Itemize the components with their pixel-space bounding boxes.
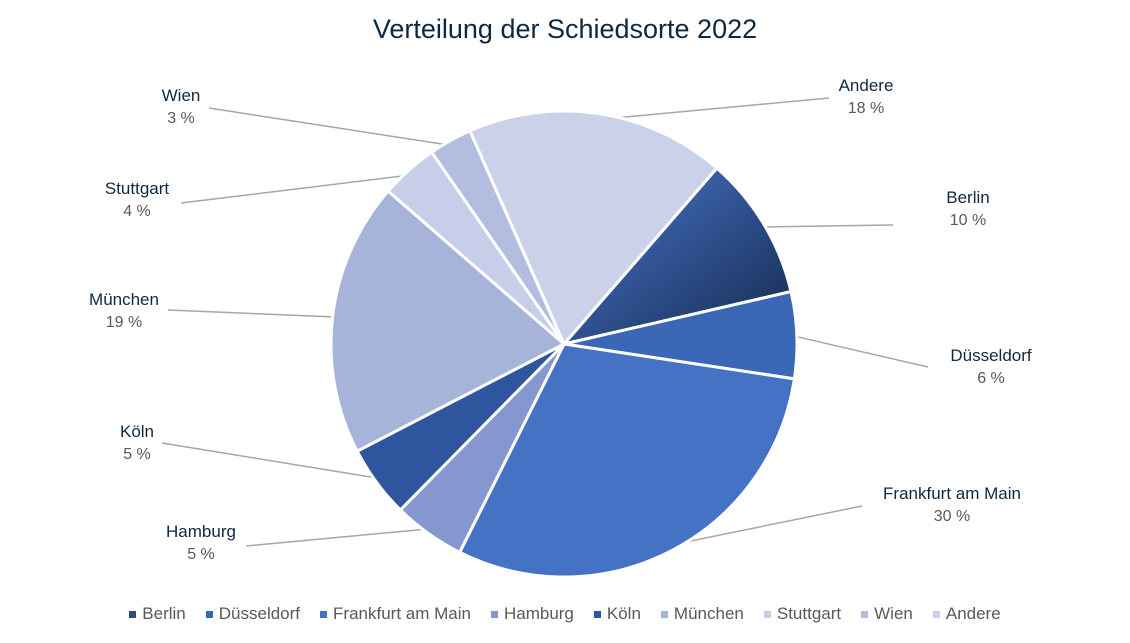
leader-line <box>208 107 454 147</box>
slice-label: Frankfurt am Main 30 % <box>883 484 1021 525</box>
legend: Berlin Düsseldorf Frankfurt am Main Hamburg… <box>0 604 1130 624</box>
legend-label: Wien <box>874 604 913 623</box>
slice-label: Stuttgart 4 % <box>105 179 170 220</box>
leader-line <box>597 97 830 121</box>
slice-category-label: Hamburg <box>166 522 236 541</box>
legend-swatch <box>861 610 869 618</box>
leader-lines <box>161 97 929 547</box>
legend-item: Düsseldorf <box>205 604 301 624</box>
legend-label: Berlin <box>142 604 186 623</box>
leader-line <box>790 334 929 368</box>
slice-value-label: 18 % <box>848 100 884 117</box>
pie-slice-berlin <box>562 166 793 346</box>
slice-label: Andere 18 % <box>839 76 894 117</box>
legend-label: München <box>673 604 744 623</box>
slice-label: München 19 % <box>89 290 159 331</box>
slice-label: Berlin 10 % <box>946 188 989 229</box>
slice-label: Hamburg 5 % <box>166 522 236 563</box>
slice-category-label: Frankfurt am Main <box>883 484 1021 503</box>
slice-category-label: Andere <box>839 76 894 95</box>
legend-item: Köln <box>593 604 641 624</box>
slice-label: Düsseldorf 6 % <box>950 346 1032 387</box>
slice-value-label: 6 % <box>977 370 1005 387</box>
slice-label: Wien 3 % <box>162 86 201 127</box>
legend-label: Düsseldorf <box>218 604 301 623</box>
slice-value-label: 10 % <box>950 212 986 229</box>
leader-line <box>180 174 413 204</box>
slice-value-label: 4 % <box>123 203 151 220</box>
legend-item: Frankfurt am Main <box>320 604 471 624</box>
slice-category-label: Köln <box>120 422 154 441</box>
pie-chart: Berlin 10 % Düsseldorf 6 % Frankfurt am Main… <box>89 76 1032 579</box>
leader-line <box>167 309 339 318</box>
slice-category-label: Düsseldorf <box>950 346 1032 365</box>
slice-labels: Berlin 10 % Düsseldorf 6 % Frankfurt am Main… <box>89 76 1032 563</box>
legend-item: Wien <box>861 604 913 624</box>
slice-value-label: 5 % <box>187 546 215 563</box>
slice-value-label: 3 % <box>167 110 195 127</box>
legend-swatch <box>129 610 137 618</box>
slice-category-label: Berlin <box>946 188 989 207</box>
slice-category-label: München <box>89 290 159 309</box>
chart-title: Verteilung der Schiedsorte 2022 <box>372 14 758 44</box>
legend-label: Frankfurt am Main <box>333 604 471 623</box>
legend-label: Hamburg <box>503 604 574 623</box>
legend-label: Köln <box>606 604 641 623</box>
legend-item: Andere <box>932 604 1001 624</box>
legend-swatch <box>205 610 213 618</box>
legend-item: Stuttgart <box>763 604 842 624</box>
legend-item: München <box>660 604 744 624</box>
legend-label: Stuttgart <box>776 604 842 623</box>
legend-swatch <box>593 610 601 618</box>
slice-category-label: Stuttgart <box>105 179 170 198</box>
leader-line <box>245 527 432 547</box>
legend-swatch <box>660 610 668 618</box>
legend-swatch <box>932 610 940 618</box>
slice-value-label: 30 % <box>934 508 970 525</box>
legend-item: Hamburg <box>490 604 574 624</box>
slice-category-label: Wien <box>162 86 201 105</box>
legend-swatch <box>320 610 328 618</box>
pie-slice-münchen <box>329 189 566 453</box>
legend-item: Berlin <box>129 604 186 624</box>
slice-label: Köln 5 % <box>120 422 154 463</box>
leader-line <box>161 442 382 480</box>
slice-value-label: 19 % <box>106 314 142 331</box>
legend-swatch <box>490 610 498 618</box>
pie-slices <box>329 109 799 579</box>
legend-label: Andere <box>945 604 1001 623</box>
leader-line <box>758 224 894 228</box>
legend-swatch <box>763 610 771 618</box>
pie-slice-andere <box>468 109 719 346</box>
pie-slice-frankfurt-am-main <box>458 342 796 579</box>
slice-value-label: 5 % <box>123 446 151 463</box>
leader-line <box>668 505 863 547</box>
